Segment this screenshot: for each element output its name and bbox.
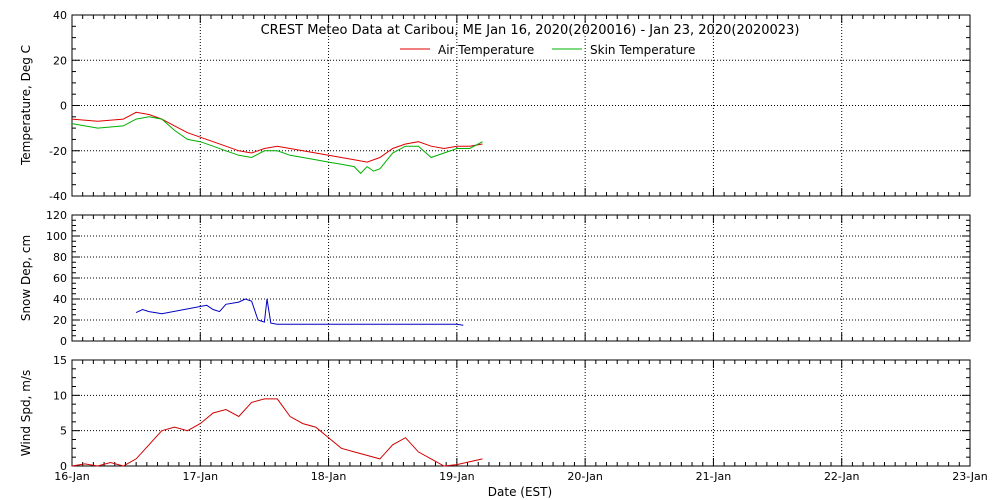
series-line-snow-depth [135,298,464,326]
snow-depth-axis-title: Snow Dep, cm [19,235,33,321]
y-tick-label: 40 [53,9,67,22]
wind-speed-panel: 0 5 10 15 [53,354,971,473]
y-tick-label: 10 [53,389,67,402]
x-tick-label: 21-Jan [696,470,732,483]
y-tick-label: 0 [60,100,67,113]
y-tick-label: 15 [53,354,67,367]
wind-speed-axis-title: Wind Spd, m/s [19,370,33,456]
series-line-wind-speed [71,398,483,467]
y-tick-label: 0 [60,460,67,473]
y-tick-label: 40 [53,293,67,306]
x-tick-labels: 16-Jan 17-Jan 18-Jan 19-Jan 20-Jan 21-Jan 22-J… [54,470,988,483]
legend-skin-label: Skin Temperature [590,43,695,57]
snow-depth-panel: 0 20 40 60 80 100 120 [46,209,971,348]
legend-air-label: Air Temperature [438,43,534,57]
y-tick-label: 80 [53,251,67,264]
x-tick-label: 17-Jan [183,470,219,483]
x-axis-title: Date (EST) [488,485,552,499]
x-tick-label: 20-Jan [567,470,603,483]
legend: Air Temperature Skin Temperature [400,43,695,57]
y-tick-label: 0 [60,335,67,348]
y-tick-label: 60 [53,272,67,285]
y-tick-label: -20 [49,145,67,158]
y-tick-label: 20 [53,54,67,67]
y-tick-label: -40 [49,190,67,203]
x-tick-label: 22-Jan [824,470,860,483]
y-tick-label: 120 [46,209,67,222]
temperature-axis-title: Temperature, Deg C [19,45,33,166]
y-tick-label: 100 [46,230,67,243]
x-tick-label: 19-Jan [439,470,475,483]
x-tick-label: 16-Jan [54,470,90,483]
temperature-panel: -40 -20 0 20 40 [49,9,971,203]
x-tick-label: 18-Jan [311,470,347,483]
y-tick-label: 20 [53,314,67,327]
x-tick-label: 23-Jan [952,470,988,483]
series-line-skin-temperature [71,116,483,175]
chart-title: CREST Meteo Data at Caribou, ME Jan 16, … [261,23,800,38]
y-tick-label: 5 [60,425,67,438]
